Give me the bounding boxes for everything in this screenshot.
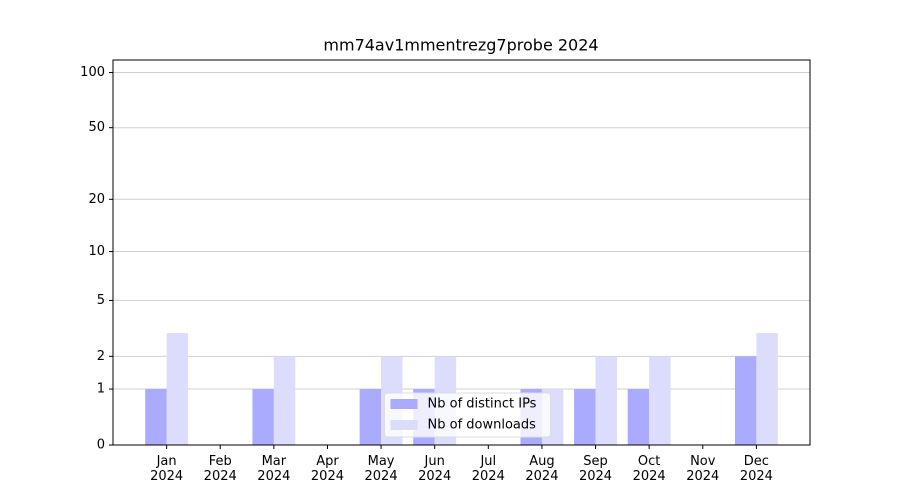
legend-swatch (390, 399, 418, 409)
legend-label: Nb of downloads (428, 418, 537, 433)
y-tick-label: 100 (80, 65, 105, 80)
bar (627, 389, 650, 445)
x-tick-label: Jul 2024 (472, 454, 505, 484)
bar (145, 389, 167, 445)
legend-swatch (390, 420, 418, 430)
legend-box (384, 392, 551, 438)
x-tick-label: Sep 2024 (579, 454, 612, 484)
bar (166, 333, 189, 445)
y-tick-label: 20 (88, 192, 105, 207)
x-tick-label: Dec 2024 (740, 454, 773, 484)
x-tick-label: Apr 2024 (311, 454, 344, 484)
chart-title: mm74av1mmentrezg7probe 2024 (323, 36, 598, 55)
bar (734, 356, 757, 445)
bar (756, 333, 778, 445)
bar (359, 389, 382, 445)
plot-frame (112, 59, 811, 446)
y-tick-label: 50 (88, 120, 105, 135)
x-tick-label: Jan 2024 (150, 454, 183, 484)
x-tick-label: Mar 2024 (257, 454, 290, 484)
x-tick-label: Jun 2024 (418, 454, 451, 484)
legend-label: Nb of distinct IPs (428, 397, 537, 412)
bar (273, 356, 296, 445)
y-tick-label: 0 (97, 438, 105, 453)
bar (252, 389, 274, 445)
x-tick-label: Aug 2024 (525, 454, 558, 484)
y-tick-label: 5 (97, 293, 105, 308)
y-tick-label: 10 (88, 244, 105, 259)
x-tick-label: Feb 2024 (204, 454, 237, 484)
y-tick-label: 1 (97, 382, 105, 397)
x-tick-label: Oct 2024 (633, 454, 666, 484)
y-tick-label: 2 (97, 349, 105, 364)
bar (574, 389, 596, 445)
x-tick-label: Nov 2024 (686, 454, 719, 484)
x-tick-label: May 2024 (365, 454, 398, 484)
bar (649, 356, 671, 445)
bar (595, 356, 617, 445)
